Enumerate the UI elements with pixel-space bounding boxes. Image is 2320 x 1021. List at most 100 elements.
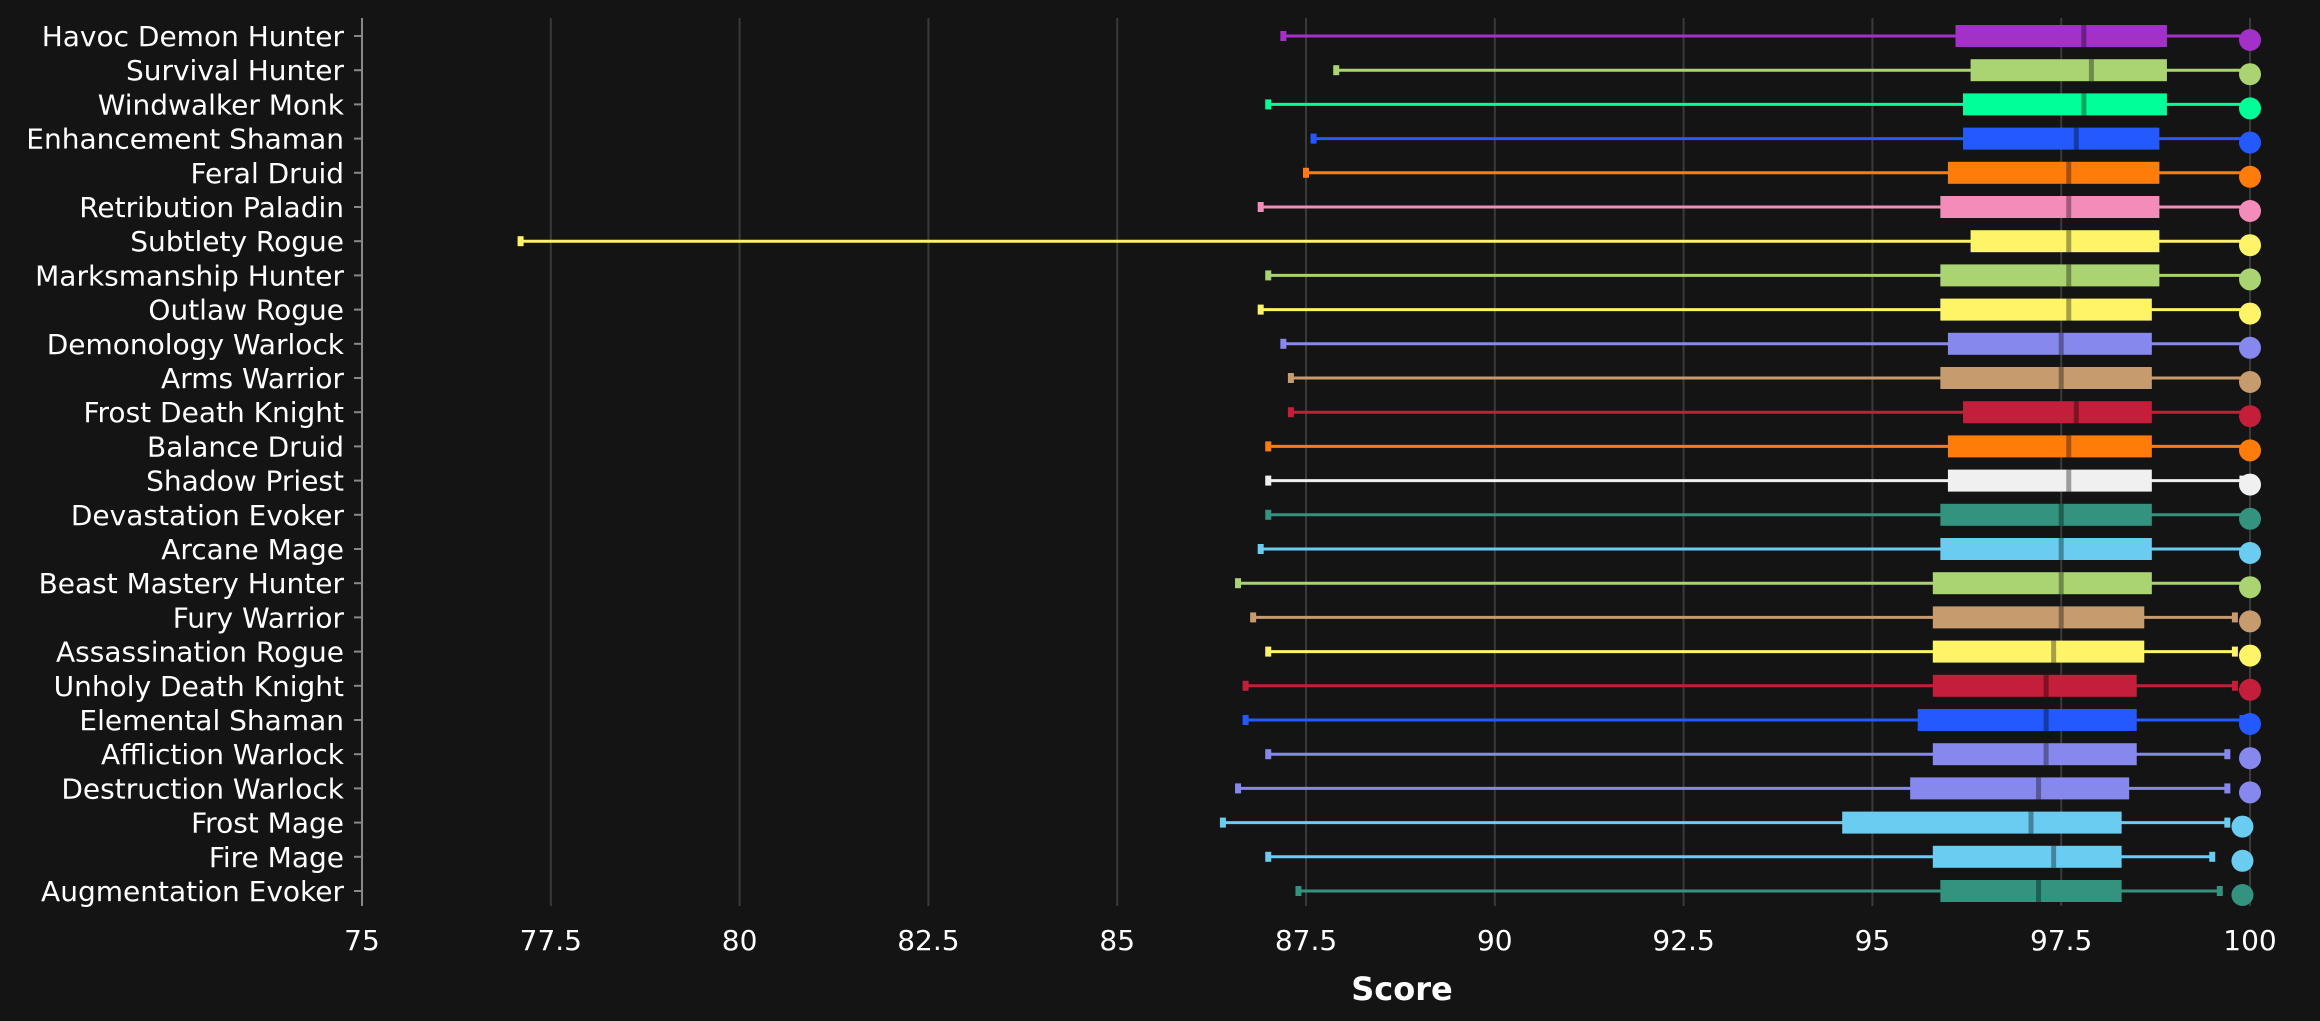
box-havoc-demon-hunter <box>1280 25 2261 51</box>
max-marker <box>2231 815 2254 838</box>
box-frost-mage <box>1219 811 2254 838</box>
iqr-box <box>1910 777 2130 800</box>
median-line <box>2058 367 2064 389</box>
box-balance-druid <box>1265 435 2261 462</box>
iqr-box <box>1940 538 2152 560</box>
median-line <box>2043 709 2049 731</box>
max-marker <box>2239 747 2261 770</box>
max-marker <box>2239 63 2261 86</box>
x-tick-label: 80 <box>722 924 758 957</box>
box-fury-warrior <box>1250 606 2261 633</box>
axes <box>361 18 363 906</box>
category-label: Shadow Priest <box>146 465 344 498</box>
median-line <box>2066 161 2072 184</box>
box-frost-death-knight <box>1287 401 2261 428</box>
whisker-max-cap <box>2231 680 2238 691</box>
max-marker <box>2239 97 2261 120</box>
median-line <box>2073 127 2079 150</box>
median-line <box>2043 743 2049 766</box>
iqr-box <box>1940 298 2152 321</box>
whisker-min-cap <box>1265 509 1272 520</box>
max-marker <box>2239 439 2261 462</box>
box-destruction-warlock <box>1235 777 2261 804</box>
median-line <box>2066 469 2072 492</box>
x-tick-label: 87.5 <box>1275 924 1337 957</box>
x-tick-label: 97.5 <box>2030 924 2092 957</box>
median-line <box>2073 401 2079 424</box>
median-line <box>2058 606 2064 629</box>
median-line <box>2066 298 2072 321</box>
whisker-max-cap <box>2216 886 2223 896</box>
category-label: Augmentation Evoker <box>41 875 344 908</box>
median-line <box>2066 196 2072 218</box>
whisker-min-cap <box>1250 612 1257 623</box>
iqr-box <box>1917 709 2137 731</box>
max-marker <box>2239 473 2261 496</box>
grid-lines <box>549 18 2251 906</box>
box-arcane-mage <box>1257 538 2261 564</box>
median-line <box>2058 332 2064 355</box>
iqr-box <box>1842 811 2122 834</box>
whisker-min-cap <box>1265 749 1272 760</box>
median-line <box>2066 435 2072 458</box>
max-marker <box>2239 781 2261 804</box>
max-marker <box>2239 542 2261 564</box>
x-tick-label: 75 <box>344 924 380 957</box>
whisker-min-cap <box>1242 680 1249 691</box>
whisker-max-cap <box>2209 851 2216 862</box>
box-beast-mastery-hunter <box>1235 572 2261 599</box>
iqr-box <box>1947 161 2160 184</box>
whisker-min-cap <box>1295 886 1302 896</box>
iqr-box <box>1940 367 2152 389</box>
max-marker <box>2239 200 2261 222</box>
iqr-box <box>1940 264 2160 287</box>
iqr-box <box>1932 845 2122 868</box>
max-marker <box>2239 405 2261 428</box>
category-label: Fury Warrior <box>173 601 345 634</box>
median-line <box>2043 674 2049 697</box>
x-tick-labels: 75 77.5 80 82.5 85 87.5 90 92.5 95 97.5 100 <box>344 924 2277 957</box>
median-line <box>2066 230 2072 253</box>
whisker-max-cap <box>2231 646 2238 657</box>
iqr-box <box>1940 880 2122 902</box>
max-marker <box>2239 29 2261 51</box>
category-label: Frost Mage <box>191 807 344 840</box>
category-label: Destruction Warlock <box>61 772 344 805</box>
max-marker <box>2239 678 2261 701</box>
iqr-box <box>1970 230 2160 253</box>
whisker-min-cap <box>1287 407 1294 418</box>
whisker-min-cap <box>1303 167 1309 178</box>
box-affliction-warlock <box>1265 743 2261 770</box>
max-marker <box>2239 507 2261 530</box>
category-label: Marksmanship Hunter <box>35 259 344 292</box>
x-tick-label: 90 <box>1477 924 1513 957</box>
box-subtlety-rogue <box>517 230 2261 257</box>
category-label: Unholy Death Knight <box>54 670 344 703</box>
category-label: Enhancement Shaman <box>26 123 344 156</box>
whisker-max-cap <box>2224 783 2231 794</box>
whisker-min-cap <box>1265 646 1272 657</box>
iqr-box <box>1932 674 2137 697</box>
iqr-box <box>1963 127 2160 150</box>
max-marker <box>2239 336 2261 359</box>
whisker-min-cap <box>1257 202 1264 212</box>
category-label: Feral Druid <box>190 157 344 190</box>
box-assassination-rogue <box>1265 640 2261 667</box>
box-arms-warrior <box>1287 367 2261 393</box>
iqr-box <box>1963 93 2167 116</box>
category-label: Balance Druid <box>147 430 344 463</box>
iqr-box <box>1947 469 2152 492</box>
max-marker <box>2239 610 2261 633</box>
median-line <box>2058 538 2064 560</box>
category-label: Beast Mastery Hunter <box>39 567 345 600</box>
whisker-min-cap <box>1265 270 1272 281</box>
box-enhancement-shaman <box>1310 127 2261 154</box>
whisker-min-cap <box>1265 441 1272 452</box>
x-axis-title: Score <box>1351 970 1452 1008</box>
max-marker <box>2239 644 2261 667</box>
iqr-box <box>1932 743 2137 766</box>
whisker-min-cap <box>1280 31 1287 41</box>
x-tick-label: 95 <box>1855 924 1891 957</box>
x-tick-label: 77.5 <box>520 924 582 957</box>
